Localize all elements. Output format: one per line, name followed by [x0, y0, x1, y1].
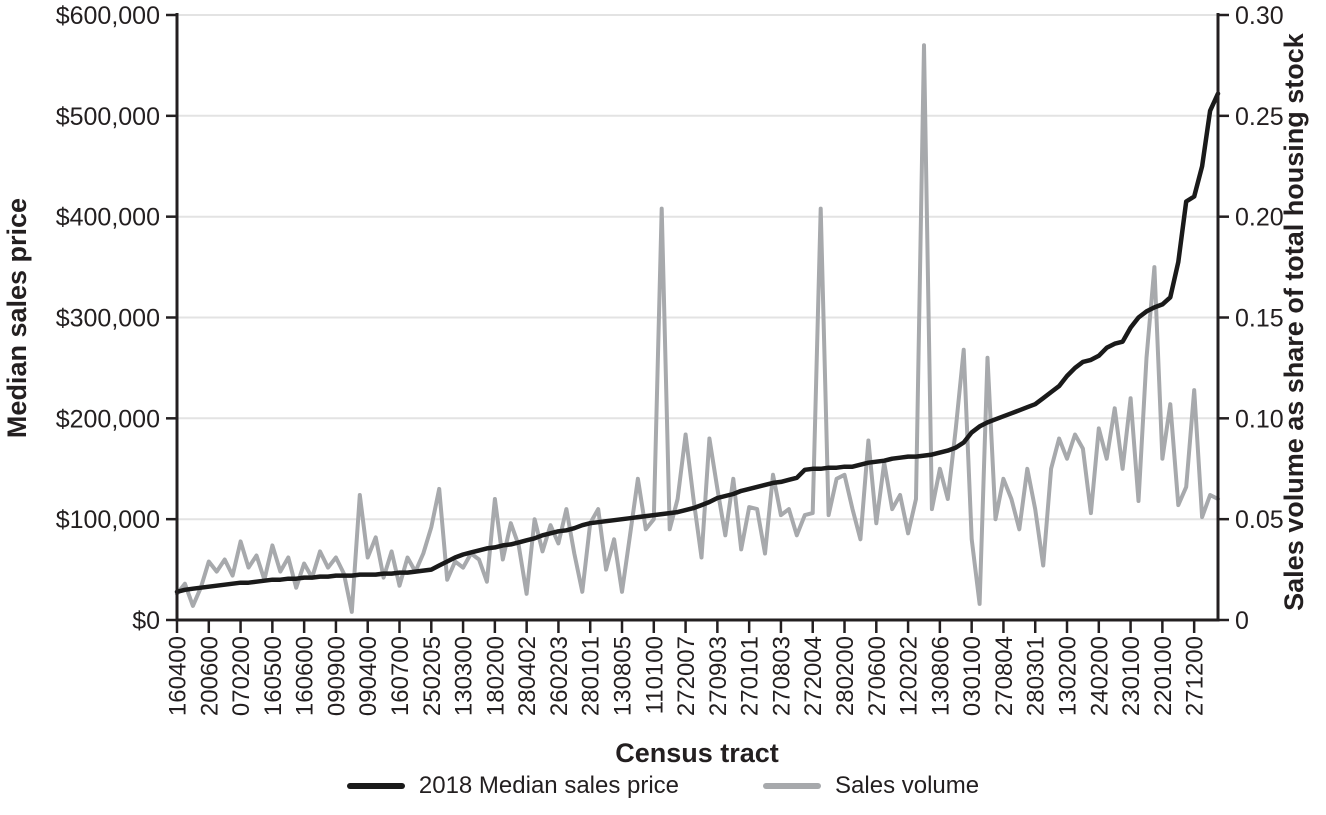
left-y-tick-label: $300,000	[56, 305, 160, 333]
x-tick-label: 280402	[514, 636, 541, 716]
x-tick-label: 270101	[737, 636, 764, 716]
x-tick-label: 130200	[1055, 636, 1082, 716]
series-lines	[174, 43, 1221, 614]
median-price-line	[174, 91, 1221, 595]
left-y-tick-label: $200,000	[56, 405, 160, 433]
tick-labels: $0 $100,000 $200,000 $300,000 $400,000 $500,0…	[56, 2, 1284, 716]
right-y-tick-label: 0.25	[1235, 103, 1284, 131]
median-price-line-swatch	[346, 783, 405, 789]
left-y-tick-label: $600,000	[56, 2, 160, 30]
left-y-tick-label: $0	[132, 607, 160, 635]
gridlines	[177, 14, 1218, 521]
x-tick-label: 030100	[959, 636, 986, 716]
sales-volume-line-swatch	[763, 783, 822, 789]
legend-item-median-price: 2018 Median sales price	[346, 772, 680, 800]
legend: 2018 Median sales price Sales volume	[0, 772, 1326, 800]
left-y-tick-label: $400,000	[56, 204, 160, 232]
x-tick-label: 270903	[705, 636, 732, 716]
x-tick-label: 280200	[832, 636, 859, 716]
x-tick-label: 240200	[1086, 636, 1113, 716]
x-tick-label: 260203	[546, 636, 573, 716]
x-tick-label: 200600	[196, 636, 223, 716]
x-tick-label: 280101	[578, 636, 605, 716]
x-tick-label: 271200	[1182, 636, 1209, 716]
x-tick-label: 130300	[451, 636, 478, 716]
x-tick-label: 110100	[641, 636, 668, 714]
legend-label-sales-volume: Sales volume	[835, 772, 980, 799]
x-tick-label: 130806	[927, 636, 954, 716]
x-tick-label: 160600	[292, 636, 319, 716]
x-tick-label: 090900	[323, 636, 350, 716]
axes	[166, 13, 1229, 633]
x-tick-label: 160400	[165, 636, 192, 716]
x-tick-label: 160700	[387, 636, 414, 716]
x-axis-title: Census tract	[615, 738, 779, 768]
sales-volume-line	[175, 43, 1220, 614]
x-tick-label: 270600	[864, 636, 891, 716]
x-tick-label: 130805	[610, 636, 637, 716]
right-y-tick-label: 0.20	[1235, 204, 1284, 232]
x-tick-label: 272004	[800, 636, 827, 716]
x-tick-label: 280301	[1023, 636, 1050, 716]
x-tick-label: 120202	[896, 636, 923, 716]
x-tick-label: 070200	[228, 636, 255, 716]
x-tick-label: 250205	[419, 636, 446, 716]
x-tick-label: 220100	[1150, 636, 1177, 716]
legend-item-sales-volume: Sales volume	[763, 772, 979, 800]
right-y-tick-label: 0.15	[1235, 305, 1284, 333]
right-axis-title: Sales volume as share of total housing s…	[1279, 32, 1309, 611]
x-tick-label: 160500	[260, 636, 287, 716]
x-tick-label: 270804	[991, 636, 1018, 716]
right-y-tick-label: 0.10	[1235, 405, 1284, 433]
left-y-tick-label: $500,000	[56, 103, 160, 131]
x-tick-label: 180200	[482, 636, 509, 716]
legend-label-median-price: 2018 Median sales price	[418, 772, 680, 799]
x-tick-label: 230100	[1118, 636, 1145, 716]
x-tick-label: 090400	[355, 636, 382, 716]
left-y-tick-label: $100,000	[56, 506, 160, 534]
right-y-tick-label: 0	[1235, 607, 1249, 635]
right-y-tick-label: 0.05	[1235, 506, 1284, 534]
x-tick-label: 270803	[768, 636, 795, 716]
left-axis-title: Median sales price	[2, 198, 32, 438]
right-y-tick-label: 0.30	[1235, 2, 1284, 30]
x-tick-label: 272007	[673, 636, 700, 716]
